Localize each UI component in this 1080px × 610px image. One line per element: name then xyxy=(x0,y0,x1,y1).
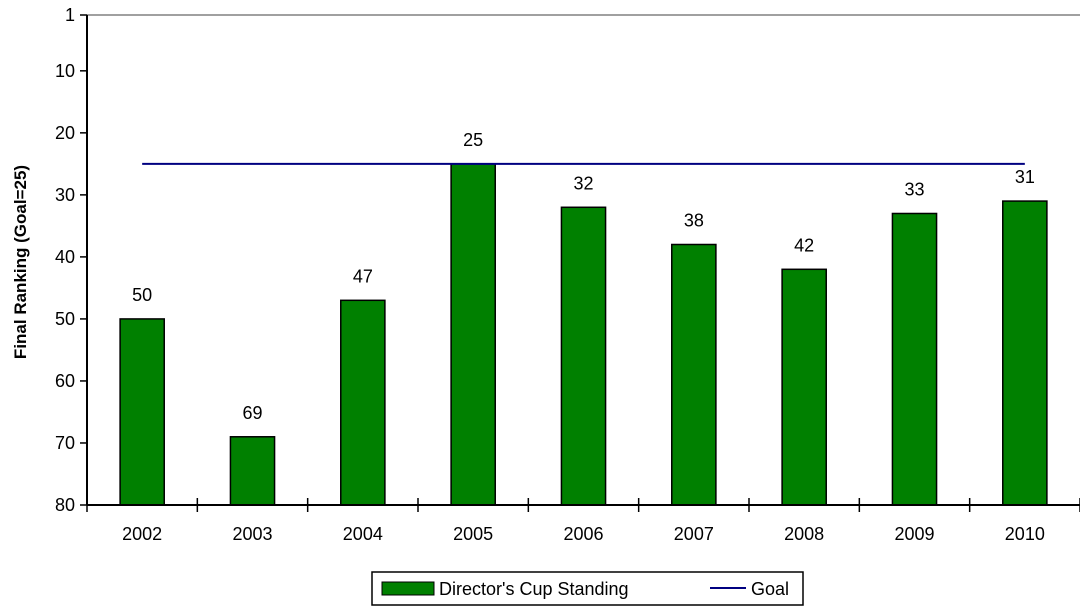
bar xyxy=(671,243,717,506)
x-tick-label: 2008 xyxy=(784,524,824,544)
bar xyxy=(781,268,827,506)
bar-data-label: 42 xyxy=(794,235,814,255)
bar-data-label: 33 xyxy=(904,179,924,199)
legend: Director's Cup Standing Goal xyxy=(371,571,804,606)
y-axis-title: Final Ranking (Goal=25) xyxy=(11,165,30,359)
y-tick-label: 20 xyxy=(55,123,75,143)
x-tick-label: 2010 xyxy=(1005,524,1045,544)
bar-data-label: 25 xyxy=(463,130,483,150)
y-tick-label: 30 xyxy=(55,185,75,205)
y-tick-label: 60 xyxy=(55,371,75,391)
bars xyxy=(119,163,1048,506)
bar xyxy=(229,436,276,506)
bar-data-label: 47 xyxy=(353,266,373,286)
y-tick-label: 40 xyxy=(55,247,75,267)
x-tick-label: 2005 xyxy=(453,524,493,544)
y-tick-label: 80 xyxy=(55,495,75,515)
bar xyxy=(891,212,938,506)
bar-data-labels: 50 69 47 25 32 38 42 33 31 xyxy=(132,130,1035,423)
y-axis-ticks: 1 10 20 30 40 50 60 70 80 xyxy=(55,5,87,515)
x-tick-label: 2002 xyxy=(122,524,162,544)
x-tick-label: 2007 xyxy=(674,524,714,544)
legend-swatch-bars xyxy=(381,581,435,596)
bar-data-label: 50 xyxy=(132,285,152,305)
bar xyxy=(1002,200,1048,506)
bar-data-label: 31 xyxy=(1015,167,1035,187)
y-tick-label: 70 xyxy=(55,433,75,453)
bar xyxy=(119,318,165,506)
bar xyxy=(450,163,496,506)
legend-label-bars: Director's Cup Standing xyxy=(439,579,629,599)
x-tick-label: 2006 xyxy=(563,524,603,544)
bar xyxy=(560,206,607,506)
x-tick-label: 2009 xyxy=(894,524,934,544)
bar xyxy=(340,299,386,506)
bar-data-label: 32 xyxy=(573,173,593,193)
x-tick-label: 2004 xyxy=(343,524,383,544)
bar-data-label: 69 xyxy=(242,403,262,423)
y-tick-label: 10 xyxy=(55,61,75,81)
x-axis-ticks: 2002 2003 2004 2005 2006 2007 2008 2009 2010 xyxy=(86,498,1080,544)
legend-label-goal: Goal xyxy=(751,579,789,599)
bar-data-label: 38 xyxy=(684,210,704,230)
y-tick-label: 1 xyxy=(65,5,75,25)
y-tick-label: 50 xyxy=(55,309,75,329)
x-tick-label: 2003 xyxy=(232,524,272,544)
